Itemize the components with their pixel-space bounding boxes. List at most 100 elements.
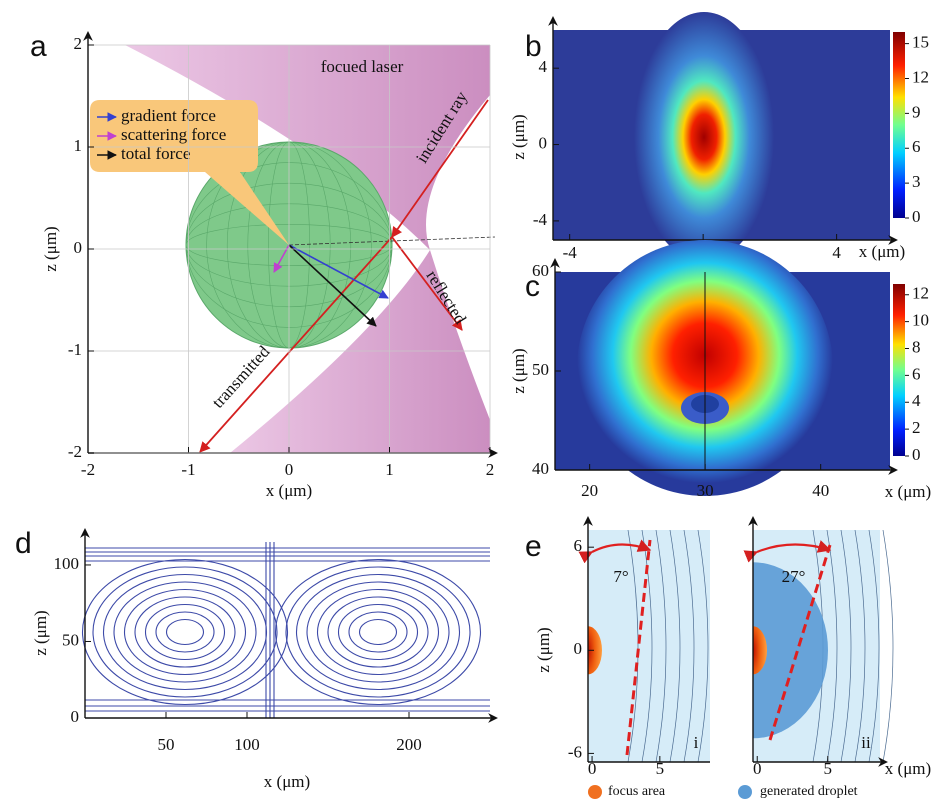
dashed-line: [768, 544, 832, 741]
legend-label: total force: [121, 144, 190, 163]
x-axis-label: x (μm): [859, 242, 905, 261]
streamline: [882, 529, 894, 763]
colorbar-tick-label: 2: [912, 418, 921, 437]
panel-letter: d: [15, 527, 32, 560]
y-tick-label: 100: [54, 554, 80, 573]
colorbar-tick-label: 0: [912, 207, 921, 226]
y-tick-label: 0: [71, 707, 80, 726]
streamline: [327, 596, 429, 668]
x-tick-label: 40: [812, 481, 829, 500]
force-arrow: [288, 244, 377, 327]
y-tick-label: 4: [539, 57, 548, 76]
streamline: [123, 588, 247, 676]
y-tick-label: 2: [74, 34, 83, 53]
legend-marker: [738, 785, 752, 799]
streamline: [81, 558, 289, 706]
laser-beam: [230, 250, 490, 453]
panel-letter: b: [525, 30, 542, 63]
x-tick-label: -4: [563, 243, 578, 262]
x-tick-label: 20: [581, 481, 598, 500]
streamline: [113, 581, 257, 683]
y-tick-label: 40: [532, 459, 549, 478]
incident-ray: [391, 99, 489, 238]
colorbar-tick-label: 4: [912, 391, 921, 410]
y-tick-label: 1: [74, 136, 83, 155]
legend-label: scattering force: [121, 125, 226, 144]
streamline: [840, 529, 852, 763]
y-tick-label: 50: [62, 630, 79, 649]
x-tick-label: 5: [824, 759, 833, 778]
x-axis-label: x (μm): [264, 772, 310, 791]
x-tick-label: 0: [753, 759, 762, 778]
streamline: [285, 566, 471, 698]
x-tick-label: 4: [832, 243, 841, 262]
y-axis-label: z (μm): [41, 226, 60, 271]
streamline: [358, 618, 398, 646]
legend-label: gradient force: [121, 106, 216, 125]
panel-letter: e: [525, 530, 542, 563]
y-axis-label: z (μm): [31, 610, 50, 655]
streamline: [92, 566, 278, 698]
y-tick-label: 6: [574, 536, 583, 555]
y-tick-label: 0: [74, 238, 83, 257]
y-tick-label: -2: [68, 442, 82, 461]
y-tick-label: 0: [574, 639, 583, 658]
streamline: [697, 529, 709, 763]
x-tick-label: 0: [285, 460, 294, 479]
colorbar-tick-label: 6: [912, 137, 921, 156]
angle-label: 27°: [782, 567, 806, 586]
x-tick-label: 100: [234, 735, 260, 754]
streamline: [295, 573, 461, 691]
heatmap-field: [634, 12, 774, 262]
streamline: [134, 596, 236, 668]
x-axis-label: x (μm): [885, 759, 931, 778]
y-tick-label: 60: [532, 261, 549, 280]
annotation: transmitted: [208, 342, 274, 412]
y-tick-label: -6: [568, 742, 582, 761]
legend-box: [90, 100, 289, 245]
streamline: [348, 611, 408, 653]
generated-droplet: [753, 562, 828, 739]
dashed-line: [625, 539, 652, 756]
force-arrow: [288, 244, 389, 299]
annotation: focued laser: [321, 57, 404, 76]
y-tick-label: 50: [532, 360, 549, 379]
x-tick-label: 1: [385, 460, 394, 479]
legend-label: generated droplet: [760, 784, 858, 799]
panel-letter: a: [30, 30, 47, 63]
colorbar-tick-label: 3: [912, 172, 921, 191]
colorbar-tick-label: 15: [912, 33, 929, 52]
colorbar: [893, 32, 905, 218]
focus-area: [588, 626, 602, 675]
streamline: [165, 618, 205, 646]
colorbar-tick-label: 8: [912, 337, 921, 356]
streamline: [316, 588, 440, 676]
y-tick-label: -4: [533, 210, 548, 229]
x-tick-label: 5: [656, 759, 665, 778]
streamline: [337, 603, 419, 661]
y-tick-label: 0: [539, 133, 548, 152]
x-tick-label: 2: [486, 460, 495, 479]
angle-arrow: [578, 539, 652, 564]
legend-marker: [588, 785, 602, 799]
y-axis-label: z (μm): [534, 627, 553, 672]
y-tick-label: -1: [68, 340, 82, 359]
streamline: [655, 529, 667, 763]
x-tick-label: -1: [181, 460, 195, 479]
streamline: [826, 529, 838, 763]
colorbar-tick-label: 0: [912, 445, 921, 464]
legend-label: focus area: [608, 784, 666, 799]
streamline: [306, 581, 450, 683]
transmitted-ray: [199, 236, 393, 453]
angle-arrow: [743, 540, 832, 563]
x-tick-label: 50: [158, 735, 175, 754]
x-tick-label: 200: [396, 735, 422, 754]
panel-letter: c: [525, 270, 540, 303]
streamline: [683, 529, 695, 763]
streamline: [669, 529, 681, 763]
streamline: [144, 603, 226, 661]
colorbar-tick-label: 12: [912, 284, 929, 303]
colorbar: [893, 284, 905, 456]
streamline: [854, 529, 866, 763]
